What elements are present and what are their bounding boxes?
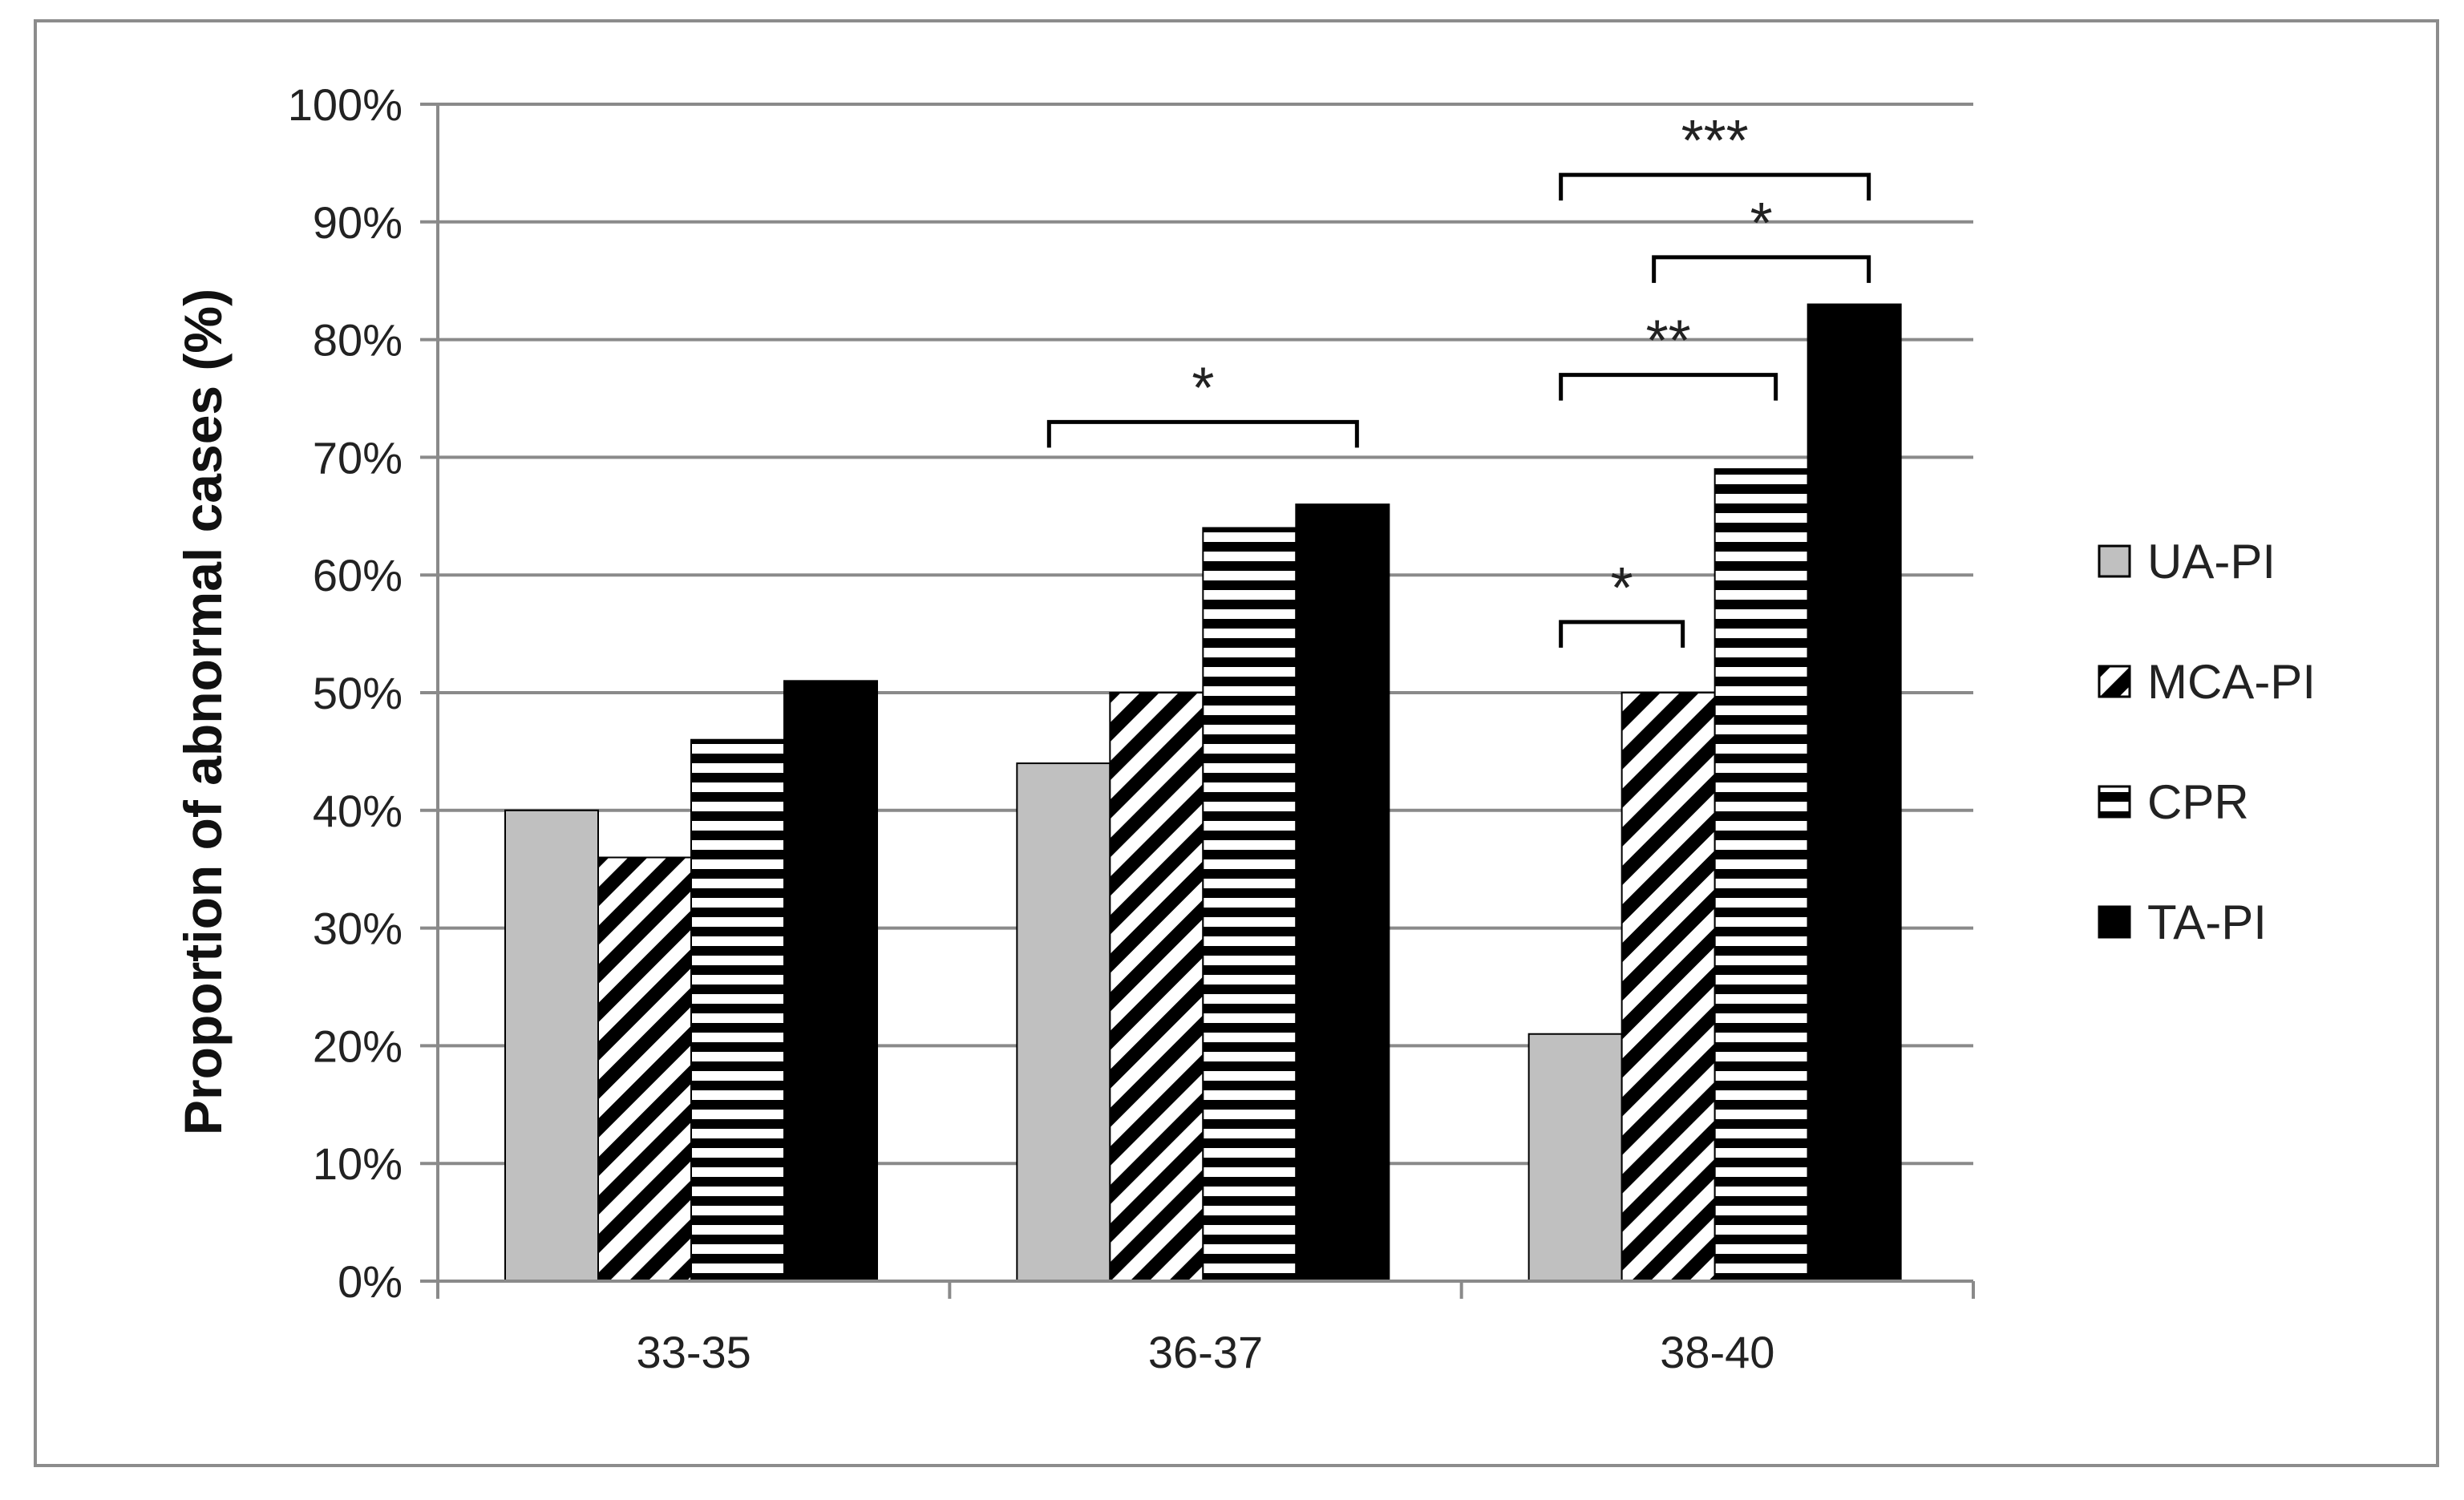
legend: UA-PI MCA-PI CPR TA-PI xyxy=(2098,535,2316,949)
bar-ta-pi-36-37 xyxy=(1295,503,1390,1282)
significance-marker: *** xyxy=(1681,109,1749,173)
legend-swatch-ua-pi xyxy=(2098,544,2131,578)
significance-bracket xyxy=(1559,172,1871,201)
y-axis-label: Proportion of abnormal cases (%) xyxy=(173,289,233,1135)
significance-bracket xyxy=(1559,620,1685,648)
x-tick-label: 33-35 xyxy=(637,1327,751,1377)
bar-mca-pi-36-37 xyxy=(1109,692,1204,1282)
bars xyxy=(504,303,1902,1282)
y-tick-label: 20% xyxy=(313,1021,403,1071)
bar-ua-pi-36-37 xyxy=(1016,762,1111,1282)
legend-label-mca-pi: MCA-PI xyxy=(2147,655,2316,709)
x-tick-label: 38-40 xyxy=(1660,1327,1774,1377)
legend-label-ua-pi: UA-PI xyxy=(2147,535,2276,588)
legend-swatch-mca-pi xyxy=(2098,665,2131,698)
y-tick-label: 0% xyxy=(338,1256,403,1307)
legend-swatch-ta-pi xyxy=(2098,905,2131,939)
bar-cpr-36-37 xyxy=(1202,527,1297,1282)
significance-marker: * xyxy=(1750,192,1773,256)
bar-chart: 0% 10% 20% 30% 40% 50% 60% 70% 80% 90% 100% 33-35 36… xyxy=(173,79,2316,1377)
y-tick-label: 100% xyxy=(288,79,403,130)
y-tick-label: 90% xyxy=(313,197,403,248)
y-tick-label: 60% xyxy=(313,550,403,600)
y-tick-label: 50% xyxy=(313,668,403,718)
legend-label-cpr: CPR xyxy=(2147,775,2249,829)
chart-frame: 0% 10% 20% 30% 40% 50% 60% 70% 80% 90% 100% 33-35 36… xyxy=(34,19,2439,1467)
bar-cpr-33-35 xyxy=(690,738,785,1282)
legend-swatch-cpr xyxy=(2098,785,2131,819)
significance-marker: * xyxy=(1192,356,1214,420)
significance-marker: ** xyxy=(1646,309,1691,374)
significance-bracket xyxy=(1652,255,1871,283)
bar-ua-pi-38-40 xyxy=(1527,1033,1623,1282)
significance-marker: * xyxy=(1611,556,1633,621)
legend-label-ta-pi: TA-PI xyxy=(2147,896,2267,949)
y-tick-label: 10% xyxy=(313,1138,403,1189)
y-tick-label: 30% xyxy=(313,904,403,954)
y-tick-label: 40% xyxy=(313,786,403,836)
significance-brackets: ******** xyxy=(1046,109,1871,648)
x-tick-label: 36-37 xyxy=(1148,1327,1263,1377)
significance-bracket xyxy=(1559,373,1778,401)
bar-mca-pi-38-40 xyxy=(1620,692,1716,1282)
bar-mca-pi-33-35 xyxy=(597,856,692,1282)
significance-bracket xyxy=(1046,419,1359,448)
bar-ua-pi-33-35 xyxy=(504,809,599,1282)
y-tick-label: 80% xyxy=(313,315,403,366)
bar-ta-pi-33-35 xyxy=(783,680,878,1282)
y-tick-label: 70% xyxy=(313,432,403,483)
bar-ta-pi-38-40 xyxy=(1807,303,1902,1282)
axes: 0% 10% 20% 30% 40% 50% 60% 70% 80% 90% 100% 33-35 36… xyxy=(288,79,1975,1377)
bar-cpr-38-40 xyxy=(1713,468,1809,1282)
